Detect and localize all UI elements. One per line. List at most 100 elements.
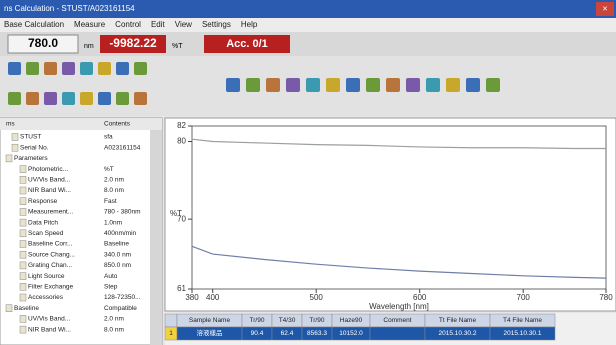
tree-label[interactable]: Measurement... <box>28 209 73 216</box>
tree-label[interactable]: Parameters <box>14 155 48 162</box>
header-text: Tr/90 <box>250 317 265 324</box>
tool-icon[interactable] <box>246 78 260 92</box>
menu-item[interactable]: View <box>175 20 192 29</box>
tool-icon[interactable] <box>406 78 420 92</box>
x-tick-label: 500 <box>310 293 324 302</box>
tree-label[interactable]: Filter Exchange <box>28 284 74 291</box>
tool-icon[interactable] <box>134 62 147 75</box>
menu-item[interactable]: Control <box>115 20 141 29</box>
tree-content: 850.0 nm <box>104 262 131 269</box>
cell-text: 溶液樣品 <box>197 328 223 337</box>
header-text: T4/30 <box>279 317 296 324</box>
tree-content: 128-72350... <box>104 294 141 301</box>
tree-header-contents: Contents <box>104 121 131 128</box>
header-text: Sample Name <box>189 317 231 324</box>
tool-icon[interactable] <box>62 62 75 75</box>
close-icon[interactable]: × <box>602 3 607 13</box>
menu-item[interactable]: Base Calculation <box>4 20 64 29</box>
tree-label[interactable]: NIR Band Wi... <box>28 187 71 194</box>
tree-icon <box>20 166 26 173</box>
tool-icon[interactable] <box>366 78 380 92</box>
tool-icon[interactable] <box>386 78 400 92</box>
tool-icon[interactable] <box>446 78 460 92</box>
header-text: Tr/90 <box>310 317 325 324</box>
tree-label[interactable]: Photometric... <box>28 166 68 173</box>
tree-content: 2.0 nm <box>104 177 124 184</box>
tool-icon[interactable] <box>26 92 39 105</box>
tool-icon[interactable] <box>8 92 21 105</box>
tree-label[interactable]: Scan Speed <box>28 230 64 237</box>
tool-icon[interactable] <box>486 78 500 92</box>
y-axis-label: %T <box>170 209 182 218</box>
tool-icon[interactable] <box>134 92 147 105</box>
tool-icon[interactable] <box>266 78 280 92</box>
menu-item[interactable]: Help <box>241 20 258 29</box>
tree-icon <box>6 305 12 312</box>
tool-icon[interactable] <box>346 78 360 92</box>
menu-item[interactable]: Settings <box>202 20 231 29</box>
tree-content: %T <box>104 166 114 173</box>
tree-label[interactable]: Source Chang... <box>28 251 75 258</box>
tree-scrollbar[interactable] <box>150 130 162 345</box>
chart-panel <box>165 118 616 311</box>
tool-icon[interactable] <box>62 92 75 105</box>
tree-content: Auto <box>104 273 118 280</box>
cell-text: 62.4 <box>281 330 294 337</box>
x-tick-label: 400 <box>206 293 220 302</box>
tool-icon[interactable] <box>44 92 57 105</box>
header-text: Comment <box>383 317 411 324</box>
tree-label[interactable]: Serial No. <box>20 144 49 151</box>
tool-icon[interactable] <box>44 62 57 75</box>
tree-label[interactable]: Response <box>28 198 58 205</box>
tool-icon[interactable] <box>116 92 129 105</box>
tree-label[interactable]: Accessories <box>28 294 64 301</box>
tree-content: A023161154 <box>104 144 141 151</box>
tree-content: 2.0 nm <box>104 316 124 323</box>
tool-icon[interactable] <box>80 62 93 75</box>
tool-icon[interactable] <box>98 62 111 75</box>
tree-label[interactable]: STUST <box>20 134 41 141</box>
tree-content: 1.0nm <box>104 219 122 226</box>
tool-icon[interactable] <box>116 62 129 75</box>
tree-label[interactable]: Light Source <box>28 273 65 280</box>
tool-icon[interactable] <box>326 78 340 92</box>
menu-item[interactable]: Edit <box>151 20 166 29</box>
tool-icon[interactable] <box>286 78 300 92</box>
index-header <box>165 314 177 327</box>
tree-label[interactable]: Baseline Corr... <box>28 241 73 248</box>
tool-icon[interactable] <box>466 78 480 92</box>
tree-icon <box>12 134 18 141</box>
cell-text: 90.4 <box>251 330 264 337</box>
tree-label[interactable]: NIR Band Wi... <box>28 326 71 333</box>
tree-icon <box>20 230 26 237</box>
window-title: ns Calculation - STUST/A023161154 <box>4 4 135 13</box>
y-tick-label: 80 <box>177 137 186 146</box>
y-tick-label: 82 <box>177 121 186 130</box>
tool-icon[interactable] <box>226 78 240 92</box>
x-axis-label: Wavelength [nm] <box>369 302 429 311</box>
tree-icon <box>20 315 26 322</box>
tool-icon[interactable] <box>8 62 21 75</box>
x-tick-label: 600 <box>413 293 427 302</box>
tree-icon <box>20 273 26 280</box>
tree-content: Compatible <box>104 305 137 312</box>
tree-label[interactable]: UV/Vis Band... <box>28 316 70 323</box>
x-tick-label: 700 <box>517 293 531 302</box>
header-text: Haze90 <box>340 317 363 324</box>
menu-item[interactable]: Measure <box>74 20 106 29</box>
tree-icon <box>20 208 26 215</box>
tool-icon[interactable] <box>306 78 320 92</box>
tree-label[interactable]: Grating Chan... <box>28 262 72 269</box>
tree-header-name: ms <box>6 121 15 128</box>
tool-icon[interactable] <box>426 78 440 92</box>
tool-icon[interactable] <box>98 92 111 105</box>
tool-icon[interactable] <box>80 92 93 105</box>
screen: ns Calculation - STUST/A023161154 × Base… <box>0 0 616 345</box>
tree-label[interactable]: UV/Vis Band... <box>28 177 70 184</box>
tree-content: Step <box>104 284 118 291</box>
tree-label[interactable]: Data Pitch <box>28 219 58 226</box>
x-tick-label: 780 <box>599 293 613 302</box>
tool-icon[interactable] <box>26 62 39 75</box>
tree-icon <box>20 251 26 258</box>
tree-label[interactable]: Baseline <box>14 305 39 312</box>
